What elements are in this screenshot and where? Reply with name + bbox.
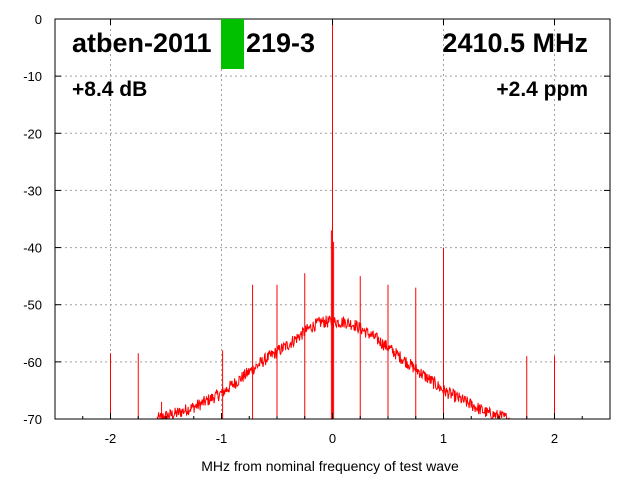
spectrum-series [110,19,555,420]
device-name: atben-2011 [72,28,212,58]
device-name-suffix: 219-3 [246,28,315,58]
y-tick-label: -70 [23,412,42,427]
y-tick-label: -50 [23,298,42,313]
x-tick-label: -2 [105,431,117,446]
status-indicator [221,19,244,69]
x-tick-label: 2 [551,431,558,446]
y-tick-label: -30 [23,183,42,198]
x-tick-label: 1 [440,431,447,446]
y-tick-label: -40 [23,241,42,256]
x-tick-label: 0 [329,431,336,446]
offset-readout: +2.4 ppm [496,78,588,101]
x-axis-label: MHz from nominal frequency of test wave [201,458,459,474]
y-tick-label: -20 [23,126,42,141]
y-tick-label: -10 [23,69,42,84]
y-tick-label: -60 [23,355,42,370]
gain-readout: +8.4 dB [72,78,147,101]
x-tick-label: -1 [216,431,228,446]
y-tick-label: 0 [35,12,42,27]
frequency-readout: 2410.5 MHz [442,28,588,58]
axis-ticks: 0-10-20-30-40-50-60-70-2 -1 0 1 2 [23,12,610,446]
